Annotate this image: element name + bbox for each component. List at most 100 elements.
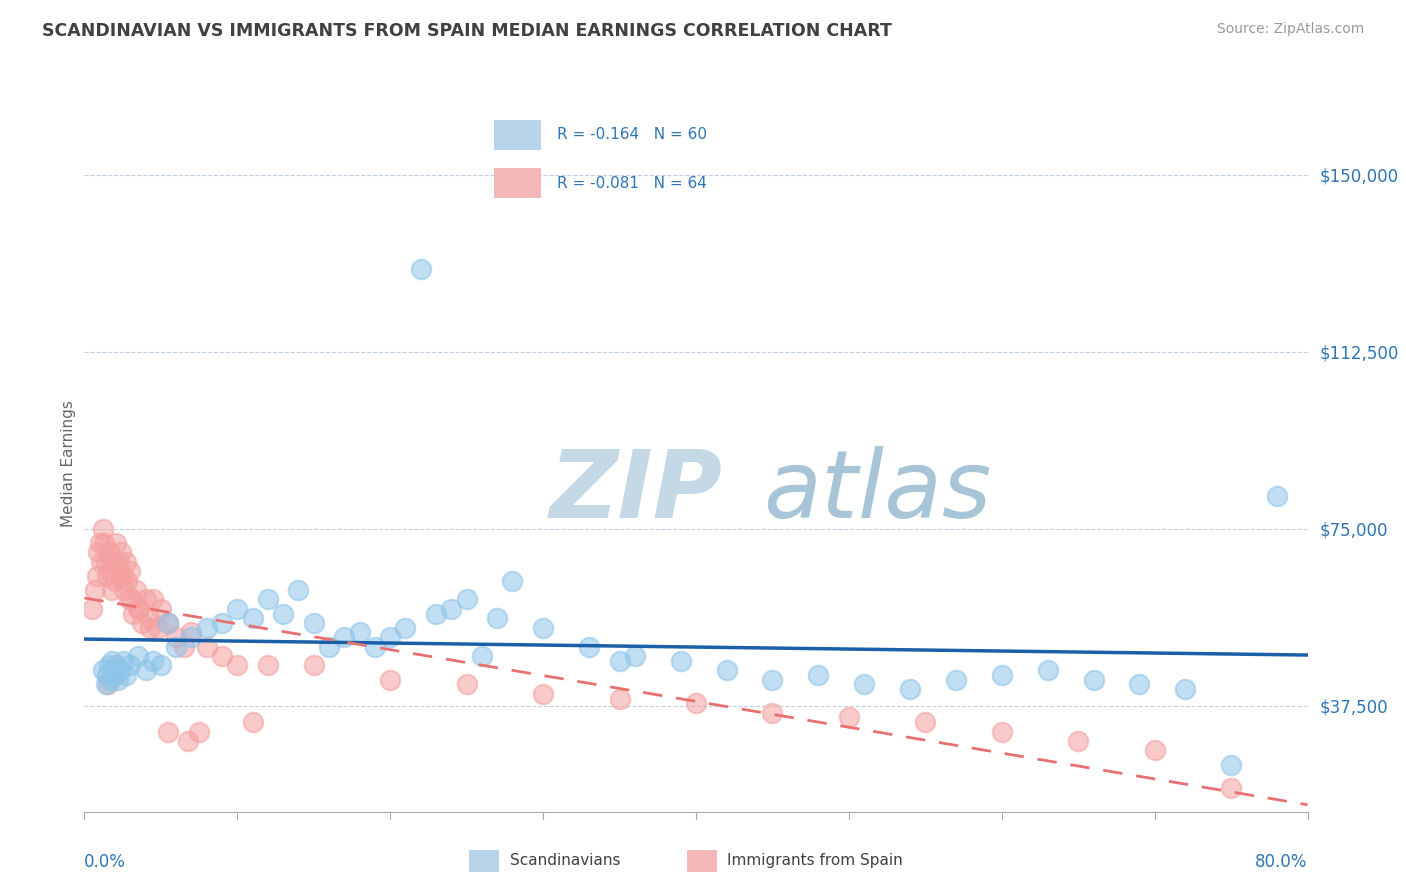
Point [380,673,402,687]
Point [302,658,325,673]
Y-axis label: Median Earnings: Median Earnings [60,401,76,527]
Point [108,663,131,677]
Point [394,621,416,635]
Point [471,648,494,663]
Point [1036,663,1059,677]
Point [121,592,143,607]
Point [91,522,114,536]
Point [86,569,108,583]
Point [685,696,707,710]
Point [578,640,600,654]
Point [107,555,129,569]
Point [127,602,149,616]
Point [94,677,117,691]
Point [333,630,356,644]
Bar [686,849,717,872]
Text: 0.0%: 0.0% [84,854,127,871]
Point [104,668,127,682]
Point [195,640,218,654]
Point [135,592,157,607]
Bar [470,849,499,872]
Point [990,724,1012,739]
Point [1083,673,1105,687]
Point [104,574,127,588]
Point [1143,743,1166,757]
Point [96,668,118,682]
Point [173,640,195,654]
Point [165,640,187,654]
Point [157,615,180,630]
Point [103,663,125,677]
Point [838,710,860,724]
Point [114,668,136,682]
Point [97,658,120,673]
Point [945,673,967,687]
Point [188,724,211,739]
Point [135,663,157,677]
Point [531,621,554,635]
Point [486,611,509,625]
Point [531,687,554,701]
Point [114,555,136,569]
Point [157,724,180,739]
Point [226,658,249,673]
Point [761,673,783,687]
Point [257,658,280,673]
Point [120,564,142,578]
Point [146,621,169,635]
Point [1220,781,1243,796]
Point [97,545,120,559]
Point [131,615,153,630]
Text: atlas: atlas [763,446,991,537]
Point [409,262,432,277]
Point [1128,677,1150,691]
Point [271,607,294,621]
Point [125,582,148,597]
Point [105,658,128,673]
Point [440,602,463,616]
Point [105,536,128,550]
Point [96,569,118,583]
Point [111,654,134,668]
Point [120,658,142,673]
Point [142,654,165,668]
Text: R = -0.081   N = 64: R = -0.081 N = 64 [557,176,707,191]
Point [128,602,150,616]
Point [211,615,233,630]
Point [380,630,402,644]
Point [101,582,124,597]
Point [101,654,124,668]
Point [195,621,218,635]
Point [103,555,125,569]
Point [91,663,114,677]
Point [807,668,830,682]
Point [108,569,131,583]
Point [425,607,447,621]
Point [89,536,111,550]
Point [456,592,478,607]
Point [138,611,160,625]
Point [165,630,187,644]
Point [501,574,523,588]
Point [364,640,387,654]
Point [990,668,1012,682]
Point [127,648,149,663]
Point [242,611,264,625]
Text: 80.0%: 80.0% [1256,854,1308,871]
Point [94,555,117,569]
Bar [494,168,541,198]
Point [98,673,121,687]
Point [609,691,631,706]
Point [302,615,325,630]
Bar [494,120,541,150]
Point [180,625,202,640]
Point [110,545,132,559]
Point [349,625,371,640]
Point [914,715,936,730]
Point [257,592,280,607]
Point [122,607,145,621]
Point [149,658,172,673]
Point [90,555,112,569]
Point [1220,757,1243,772]
Point [157,615,180,630]
